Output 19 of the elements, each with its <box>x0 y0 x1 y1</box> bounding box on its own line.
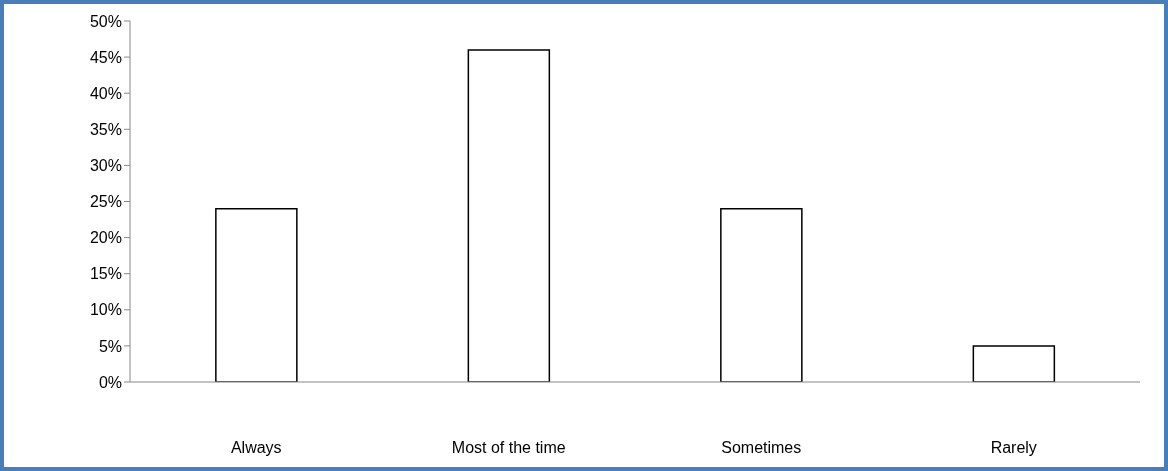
y-tick-label: 25% <box>89 193 122 211</box>
x-tick-label: Most of the time <box>451 439 566 457</box>
y-tick-label: 40% <box>89 84 122 102</box>
x-tick-label: Sometimes <box>721 439 802 457</box>
y-tick-label: 35% <box>89 120 122 138</box>
y-tick-label: 0% <box>98 373 122 391</box>
y-tick-label: 30% <box>89 157 122 175</box>
y-tick-label: 10% <box>89 301 122 319</box>
y-tick-label: 50% <box>89 12 122 30</box>
y-tick-label: 15% <box>89 265 122 283</box>
x-tick-label: Always <box>230 439 282 457</box>
bar <box>467 49 551 382</box>
bar <box>720 207 803 382</box>
y-tick-label: 5% <box>98 337 122 355</box>
bar <box>215 207 298 382</box>
y-tick-label: 20% <box>89 229 122 247</box>
bar <box>972 345 1056 382</box>
x-tick-label: Rarely <box>990 439 1037 457</box>
y-tick-label: 45% <box>89 48 122 66</box>
